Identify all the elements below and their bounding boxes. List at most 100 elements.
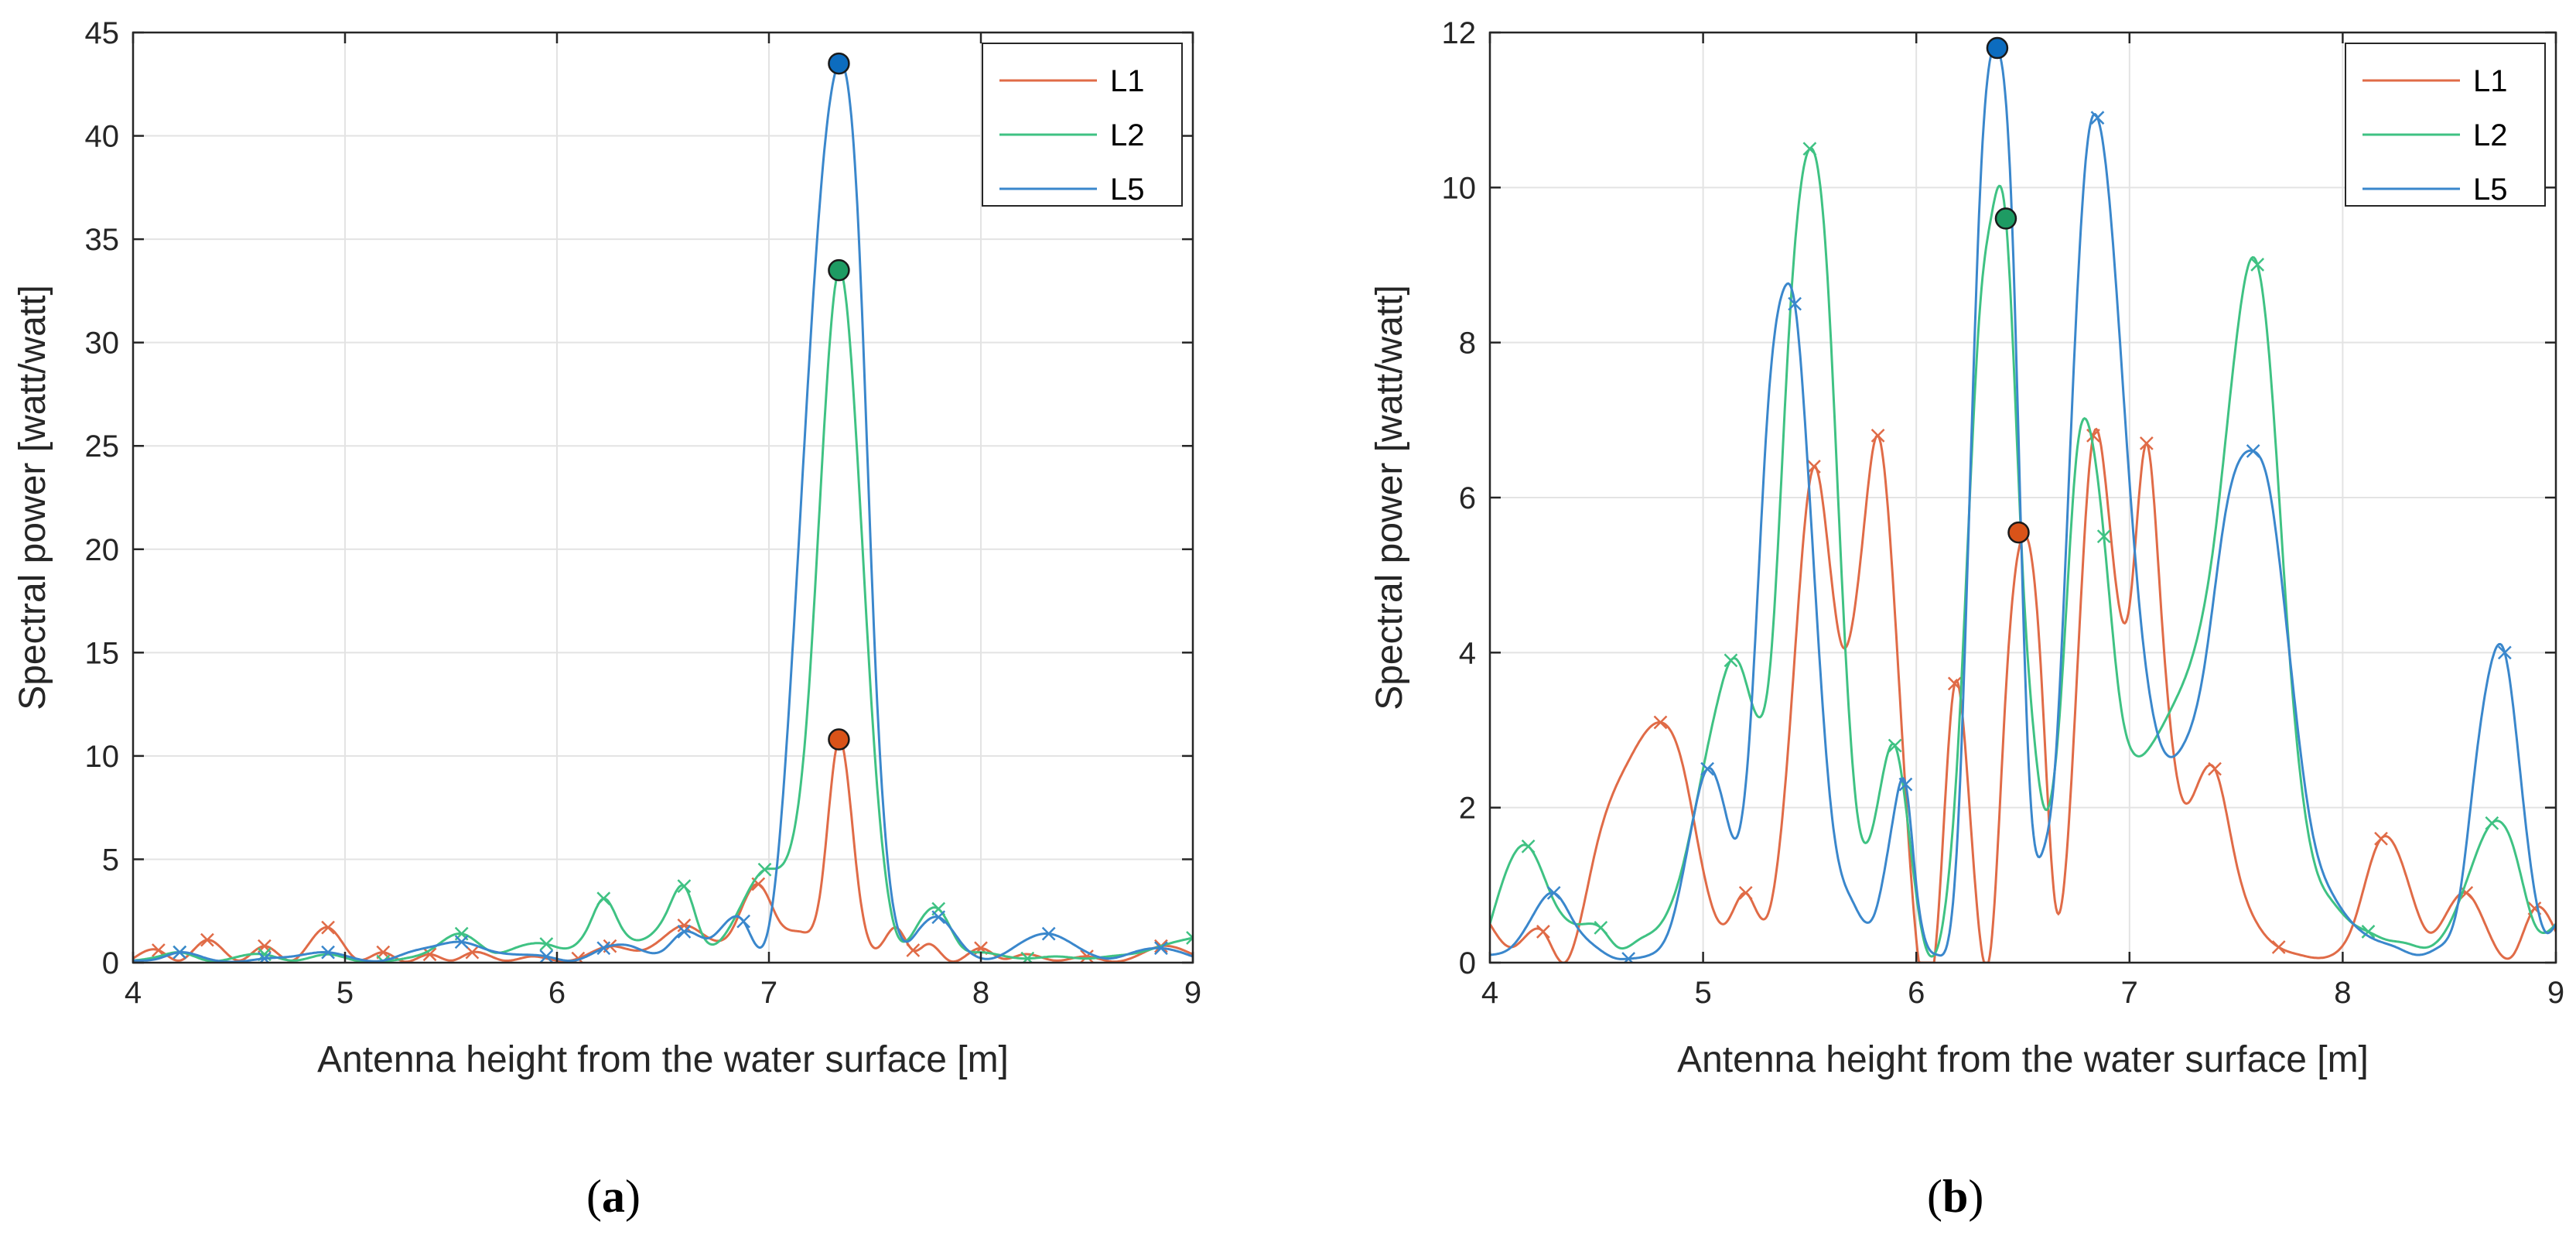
- data-marker-l1: [200, 932, 214, 947]
- data-marker-l5: [2497, 645, 2512, 660]
- peak-marker-l5: [1986, 36, 2009, 60]
- data-marker-l2: [539, 937, 554, 951]
- y-axis-label: Spectral power [watt/watt]: [1369, 285, 1410, 710]
- y-tick-label: 6: [1459, 481, 1476, 515]
- x-tick-label: 8: [2334, 976, 2351, 1010]
- series-line-l1: [133, 737, 1193, 963]
- y-tick-label: 0: [1459, 946, 1476, 980]
- y-tick-label: 45: [85, 16, 120, 50]
- x-tick-label: 6: [1908, 976, 1925, 1010]
- x-axis-label: Antenna height from the water surface [m…: [1677, 1039, 2369, 1080]
- data-marker-l5: [1898, 777, 1913, 792]
- data-marker-l5: [2090, 111, 2105, 125]
- caption-a-letter: a: [601, 1171, 625, 1222]
- y-tick-label: 20: [85, 533, 120, 567]
- legend-label-l1: L1: [1110, 64, 1145, 98]
- data-marker-l1: [2459, 885, 2474, 900]
- data-marker-l2: [1802, 142, 1817, 156]
- data-marker-l2: [1186, 931, 1193, 945]
- data-marker-l5: [1546, 885, 1561, 900]
- data-marker-l5: [1621, 952, 1636, 963]
- y-tick-label: 25: [85, 429, 120, 464]
- legend-label-l2: L2: [1110, 118, 1145, 152]
- x-tick-label: 6: [548, 976, 565, 1010]
- data-marker-l5: [539, 949, 554, 963]
- series-line-l5: [133, 61, 1193, 963]
- data-marker-l1: [1653, 715, 1668, 730]
- x-tick-label: 4: [1481, 976, 1498, 1010]
- data-marker-l1: [1807, 460, 1821, 474]
- data-marker-l1: [1080, 949, 1094, 963]
- y-tick-label: 0: [102, 946, 119, 980]
- x-tick-label: 9: [2547, 976, 2564, 1010]
- y-tick-label: 40: [85, 120, 120, 154]
- y-tick-label: 30: [85, 327, 120, 361]
- data-marker-l2: [2250, 258, 2265, 272]
- data-marker-l5: [173, 945, 187, 960]
- data-marker-l1: [1536, 925, 1550, 939]
- y-tick-label: 10: [1442, 171, 1477, 205]
- y-tick-label: 4: [1459, 636, 1476, 670]
- x-tick-label: 7: [760, 976, 777, 1010]
- y-tick-label: 12: [1442, 16, 1477, 50]
- data-marker-l2: [1724, 653, 1738, 668]
- x-tick-label: 8: [972, 976, 989, 1010]
- data-marker-l1: [422, 947, 437, 962]
- data-marker-l1: [465, 945, 480, 960]
- data-marker-l2: [677, 879, 692, 894]
- peak-marker-l1: [828, 728, 850, 751]
- data-marker-l2: [1888, 738, 1902, 753]
- data-marker-l2: [1594, 921, 1608, 935]
- peak-marker-l5: [828, 52, 850, 75]
- peak-marker-l2: [828, 258, 850, 282]
- peak-marker-l2: [1994, 207, 2017, 230]
- data-marker-l1: [2271, 940, 2286, 954]
- data-marker-l1: [2374, 831, 2388, 846]
- data-marker-l1: [677, 919, 692, 932]
- x-tick-label: 5: [337, 976, 354, 1010]
- data-marker-l2: [2361, 925, 2376, 939]
- legend-box: [2345, 43, 2546, 207]
- x-tick-label: 4: [125, 976, 142, 1010]
- x-axis-label: Antenna height from the water surface [m…: [317, 1039, 1009, 1080]
- data-marker-l1: [321, 920, 335, 935]
- caption-a: (a): [586, 1171, 641, 1222]
- data-marker-l5: [677, 925, 692, 939]
- legend-box: [982, 43, 1183, 207]
- x-tick-label: 9: [1184, 976, 1201, 1010]
- y-tick-label: 5: [102, 843, 119, 877]
- data-marker-l2: [596, 891, 611, 906]
- caption-b-letter: b: [1942, 1171, 1969, 1222]
- data-marker-l5: [931, 910, 946, 925]
- legend: L1 L2 L5: [2345, 43, 2546, 207]
- data-marker-l1: [1871, 428, 1885, 443]
- y-tick-label: 2: [1459, 792, 1476, 826]
- series-line-l2: [133, 268, 1193, 963]
- x-tick-label: 7: [2121, 976, 2138, 1010]
- data-marker-l2: [2096, 529, 2111, 543]
- data-marker-l1: [906, 943, 921, 957]
- chart-panel-b: 4 5 6 7 8 9 0 2 4 6 8 10 12 Antenna height from the w…: [1369, 16, 2564, 1080]
- y-axis-label: Spectral power [watt/watt]: [12, 285, 53, 710]
- y-tick-label: 35: [85, 223, 120, 257]
- data-marker-l5: [321, 945, 335, 960]
- y-tick-label: 10: [85, 740, 120, 774]
- axes-frame: [132, 31, 1194, 964]
- series-group: [133, 61, 1193, 963]
- data-marker-l2: [757, 862, 772, 877]
- data-marker-l1: [2139, 436, 2154, 450]
- x-tick-label: 5: [1694, 976, 1711, 1010]
- data-marker-l5: [1154, 941, 1168, 956]
- data-marker-l5: [1788, 296, 1802, 311]
- data-marker-l5: [454, 935, 469, 949]
- data-marker-l5: [736, 914, 751, 929]
- legend-label-l5: L5: [1110, 173, 1145, 207]
- data-marker-l1: [2208, 761, 2222, 776]
- peak-marker-l1: [2007, 521, 2030, 544]
- data-marker-l2: [1521, 839, 1536, 854]
- data-marker-l5: [2246, 444, 2260, 458]
- series-line-l5: [1490, 45, 2556, 960]
- y-tick-label: 8: [1459, 327, 1476, 361]
